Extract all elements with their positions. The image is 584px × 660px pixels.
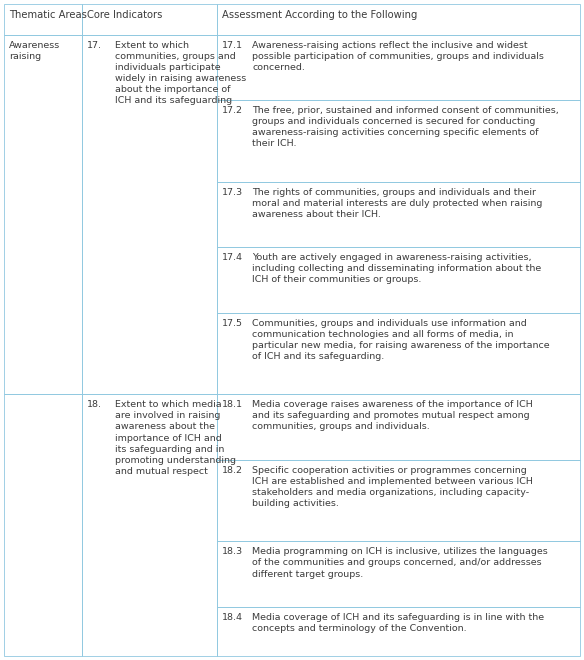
Bar [82,34,217,394]
Text: 17.2: 17.2 [222,106,243,115]
Text: 17.5: 17.5 [222,319,243,327]
Text: Awareness
raising: Awareness raising [9,41,60,61]
Bar [217,100,580,182]
Text: Assessment According to the Following: Assessment According to the Following [222,10,418,20]
Bar [217,4,580,34]
Bar [4,34,82,394]
Text: 17.: 17. [87,41,102,50]
Text: Extent to which media
are involved in raising
awareness about the
importance of : Extent to which media are involved in ra… [115,400,236,476]
Text: Communities, groups and individuals use information and
communication technologi: Communities, groups and individuals use … [252,319,550,361]
Text: 18.3: 18.3 [222,547,244,556]
Text: Core Indicators: Core Indicators [87,10,162,20]
Text: Youth are actively engaged in awareness-raising activities,
including collecting: Youth are actively engaged in awareness-… [252,253,541,284]
Bar [82,4,217,34]
Text: Media coverage raises awareness of the importance of ICH
and its safeguarding an: Media coverage raises awareness of the i… [252,400,533,432]
Text: 17.4: 17.4 [222,253,243,262]
Bar [217,394,580,459]
Bar [217,459,580,541]
Bar [217,182,580,247]
Bar [82,394,217,656]
Text: 18.: 18. [87,400,102,409]
Text: The rights of communities, groups and individuals and their
moral and material i: The rights of communities, groups and in… [252,187,543,219]
Text: Thematic Areas: Thematic Areas [9,10,87,20]
Bar [217,541,580,607]
Bar [217,34,580,100]
Bar [217,313,580,394]
Bar [217,607,580,656]
Text: Awareness-raising actions reflect the inclusive and widest
possible participatio: Awareness-raising actions reflect the in… [252,41,544,72]
Text: 18.2: 18.2 [222,466,243,475]
Text: 18.1: 18.1 [222,400,243,409]
Text: Specific cooperation activities or programmes concerning
ICH are established and: Specific cooperation activities or progr… [252,466,533,508]
Bar [217,247,580,313]
Bar [4,394,82,656]
Text: Media coverage of ICH and its safeguarding is in line with the
concepts and term: Media coverage of ICH and its safeguardi… [252,612,544,633]
Text: Media programming on ICH is inclusive, utilizes the languages
of the communities: Media programming on ICH is inclusive, u… [252,547,548,579]
Text: Extent to which
communities, groups and
individuals participate
widely in raisin: Extent to which communities, groups and … [115,41,246,105]
Text: 17.3: 17.3 [222,187,244,197]
Text: 18.4: 18.4 [222,612,243,622]
Text: 17.1: 17.1 [222,41,243,50]
Bar [4,4,82,34]
Text: The free, prior, sustained and informed consent of communities,
groups and indiv: The free, prior, sustained and informed … [252,106,559,148]
